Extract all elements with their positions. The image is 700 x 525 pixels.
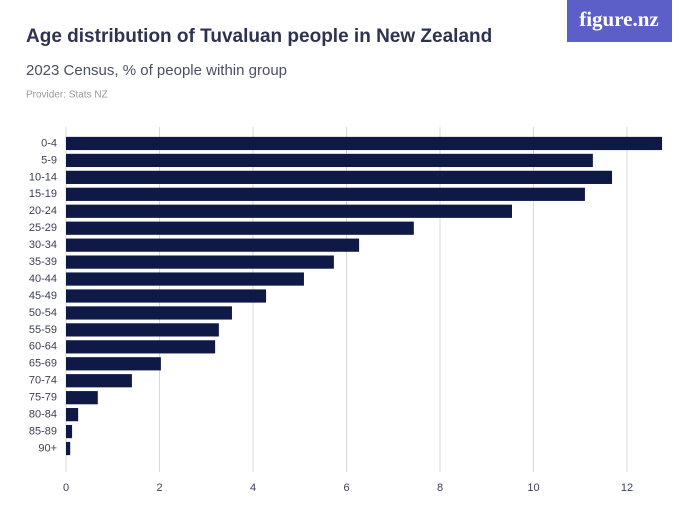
y-tick-label: 20-24 [29, 205, 57, 217]
x-tick-label: 0 [63, 482, 69, 494]
y-tick-label: 15-19 [29, 188, 57, 200]
bar [66, 170, 613, 184]
chart-title: Age distribution of Tuvaluan people in N… [26, 26, 492, 47]
y-tick-label: 85-89 [29, 425, 57, 437]
y-tick-label: 10-14 [29, 171, 57, 183]
logo: figure.nz [579, 7, 659, 31]
bar [66, 357, 161, 371]
bar [66, 391, 98, 405]
bar [66, 221, 414, 235]
bar [66, 306, 232, 320]
x-tick-label: 2 [156, 482, 162, 494]
y-tick-label: 25-29 [29, 222, 57, 234]
bar [66, 340, 216, 354]
bar [66, 238, 360, 252]
y-tick-label: 40-44 [29, 273, 57, 285]
x-tick-label: 4 [250, 482, 256, 494]
logo-box [567, 0, 672, 42]
x-tick-label: 12 [621, 482, 633, 494]
y-tick-label: 0-4 [41, 137, 57, 149]
y-tick-label: 60-64 [29, 341, 57, 353]
y-tick-label: 30-34 [29, 239, 57, 251]
bar [66, 441, 71, 456]
y-tick-label: 50-54 [29, 307, 57, 319]
y-tick-label: 65-69 [29, 358, 57, 370]
bar [66, 204, 512, 218]
bar [66, 408, 79, 422]
x-tick-label: 10 [527, 482, 539, 494]
chart-subtitle: 2023 Census, % of people within group [26, 62, 287, 79]
y-tick-label: 5-9 [41, 154, 57, 166]
y-tick-label: 55-59 [29, 324, 57, 336]
bar [66, 272, 304, 286]
x-tick-label: 6 [343, 482, 349, 494]
bar [66, 153, 593, 168]
y-tick-label: 75-79 [29, 392, 57, 404]
y-tick-label: 80-84 [29, 409, 57, 421]
y-tick-label: 90+ [38, 442, 57, 454]
y-tick-label: 45-49 [29, 290, 57, 302]
provider: Provider: Stats NZ [26, 90, 108, 101]
x-tick-label: 8 [437, 482, 443, 494]
bar [66, 289, 267, 303]
bar [66, 187, 585, 201]
bar [66, 323, 219, 337]
y-tick-label: 35-39 [29, 256, 57, 268]
bar [66, 255, 334, 269]
bar [66, 136, 663, 151]
bar [66, 374, 132, 388]
y-tick-label: 70-74 [29, 375, 57, 387]
bar [66, 424, 73, 439]
